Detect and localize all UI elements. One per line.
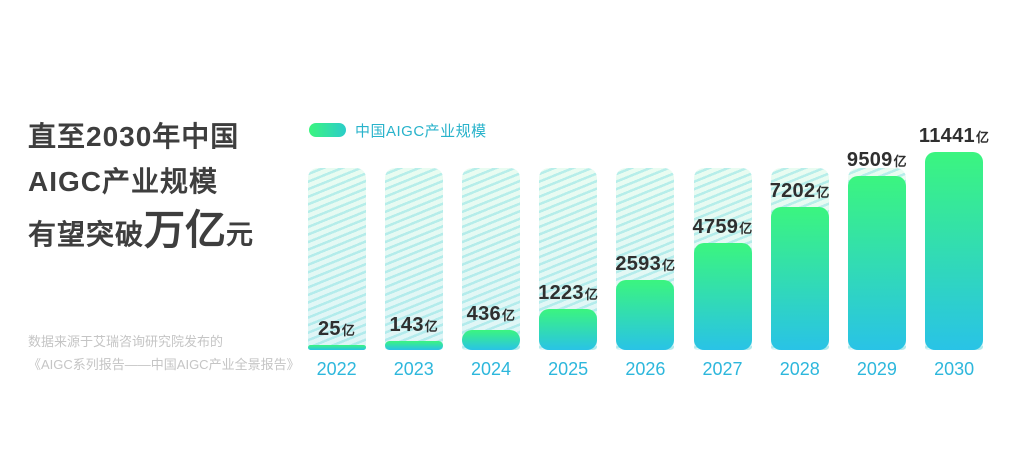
bar-placeholder bbox=[307, 168, 366, 350]
bar-2030 bbox=[925, 152, 984, 350]
value-number: 25 bbox=[318, 318, 341, 340]
bar-value-label: 2593亿 bbox=[615, 254, 675, 276]
bar-2027 bbox=[693, 243, 752, 350]
value-number: 11441 bbox=[918, 125, 975, 147]
bar-2026 bbox=[616, 280, 675, 350]
bar-column-2028: 7202亿 2028 bbox=[761, 168, 838, 379]
value-unit: 亿 bbox=[424, 319, 439, 334]
value-unit: 亿 bbox=[893, 154, 907, 169]
bar-column-2027: 4759亿 2027 bbox=[684, 168, 761, 379]
bar-value-label: 143亿 bbox=[389, 315, 438, 337]
headline-line3-highlight: 万亿 bbox=[144, 207, 227, 253]
value-unit: 亿 bbox=[501, 308, 516, 323]
bar-placeholder bbox=[384, 168, 443, 350]
bar-column-2023: 143亿 2023 bbox=[375, 168, 452, 379]
x-axis-label-2022: 2022 bbox=[316, 359, 357, 379]
value-number: 7202 bbox=[769, 180, 816, 202]
bar-2022 bbox=[307, 345, 366, 350]
legend-swatch bbox=[309, 123, 346, 137]
bar-2025 bbox=[539, 309, 598, 350]
bar-value-label: 4759亿 bbox=[693, 217, 753, 239]
x-axis-label-2028: 2028 bbox=[779, 359, 820, 379]
headline-line-3: 有望突破万亿元 bbox=[28, 204, 300, 261]
data-source-line-1: 数据来源于艾瑞咨询研究院发布的 bbox=[28, 334, 224, 349]
headline-line-1: 直至2030年中国 bbox=[28, 121, 240, 152]
value-unit: 亿 bbox=[584, 287, 599, 302]
bar-column-2029: 9509亿 2029 bbox=[838, 150, 915, 379]
bar-2029 bbox=[847, 176, 906, 350]
x-axis-label-2027: 2027 bbox=[702, 359, 743, 379]
data-source-line-2: 《AIGC系列报告——中国AIGC产业全景报告》 bbox=[28, 357, 300, 372]
headline-line3-prefix: 有望突破 bbox=[28, 219, 145, 250]
headline-block: 直至2030年中国 AIGC产业规模 有望突破万亿元 bbox=[28, 114, 300, 261]
bar-column-2022: 25亿 2022 bbox=[298, 168, 375, 379]
legend-label: 中国AIGC产业规模 bbox=[355, 122, 487, 140]
bar-value-label: 11441亿 bbox=[919, 126, 989, 148]
bar-value-label: 1223亿 bbox=[538, 283, 598, 305]
bar-value-label: 9509亿 bbox=[847, 150, 907, 172]
value-unit: 亿 bbox=[341, 323, 356, 338]
x-axis-label-2025: 2025 bbox=[548, 359, 589, 379]
data-source-note: 数据来源于艾瑞咨询研究院发布的 《AIGC系列报告——中国AIGC产业全景报告》 bbox=[28, 330, 300, 376]
value-number: 9509 bbox=[846, 149, 893, 171]
value-number: 2593 bbox=[615, 253, 662, 275]
headline-line-2: AIGC产业规模 bbox=[28, 166, 219, 197]
x-axis-label-2029: 2029 bbox=[856, 359, 897, 379]
value-number: 1223 bbox=[538, 282, 584, 304]
bar-2024 bbox=[461, 330, 520, 350]
bar-value-label: 25亿 bbox=[318, 319, 355, 341]
x-axis-label-2030: 2030 bbox=[934, 359, 975, 379]
legend: 中国AIGC产业规模 bbox=[309, 120, 994, 140]
x-axis-label-2024: 2024 bbox=[470, 359, 511, 379]
bar-column-2025: 1223亿 2025 bbox=[530, 168, 607, 379]
value-unit: 亿 bbox=[662, 258, 676, 273]
bar-placeholder bbox=[461, 168, 520, 350]
x-axis-label-2023: 2023 bbox=[393, 359, 434, 379]
bar-2023 bbox=[384, 341, 443, 350]
value-unit: 亿 bbox=[975, 130, 990, 145]
bar-chart: 中国AIGC产业规模 25亿 2022 143亿 2023 436亿 2024 1223亿 2… bbox=[298, 120, 994, 379]
bars-area: 25亿 2022 143亿 2023 436亿 2024 1223亿 2025 2593亿 202… bbox=[298, 126, 994, 379]
bar-column-2024: 436亿 2024 bbox=[452, 168, 529, 379]
bar-2028 bbox=[770, 207, 829, 350]
value-unit: 亿 bbox=[816, 185, 830, 200]
value-unit: 亿 bbox=[739, 221, 753, 236]
bar-value-label: 436亿 bbox=[467, 304, 516, 326]
x-axis-label-2026: 2026 bbox=[625, 359, 666, 379]
page-title: 直至2030年中国 AIGC产业规模 有望突破万亿元 bbox=[28, 114, 300, 261]
value-number: 143 bbox=[389, 314, 424, 336]
headline-line3-suffix: 元 bbox=[226, 220, 255, 250]
bar-column-2026: 2593亿 2026 bbox=[607, 168, 684, 379]
value-number: 436 bbox=[466, 303, 501, 325]
bar-value-label: 7202亿 bbox=[770, 181, 830, 203]
value-number: 4759 bbox=[692, 216, 739, 238]
bar-column-2030: 11441亿 2030 bbox=[916, 126, 993, 379]
